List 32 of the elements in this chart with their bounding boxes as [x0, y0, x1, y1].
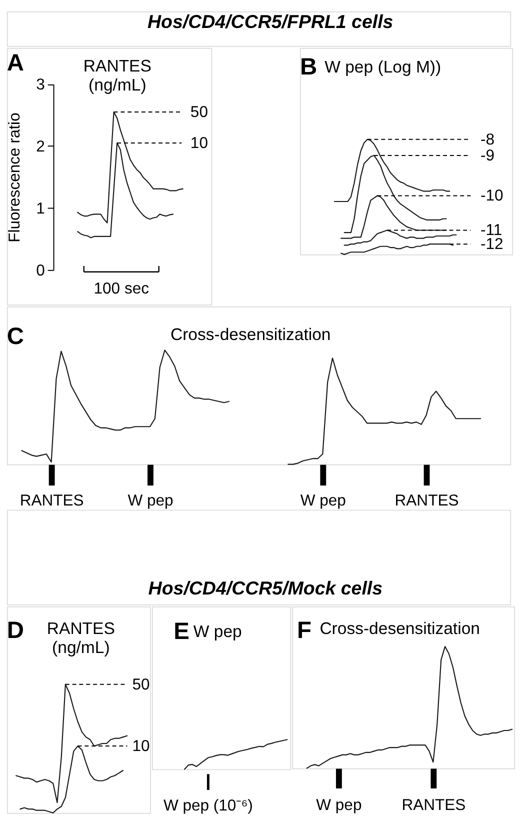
y-tick-label: 3 — [36, 76, 46, 94]
text: -10 — [480, 188, 504, 205]
chart-title: C — [6, 324, 24, 350]
text: 100 sec — [94, 280, 150, 298]
series-label: 10 — [132, 738, 150, 755]
line-series — [77, 111, 184, 224]
text: Hos/CD4/CCR5/Mock cells — [148, 578, 383, 599]
text: 50 — [132, 676, 150, 694]
chart-subtitle: Cross-desensitization — [320, 619, 480, 638]
text: -9 — [480, 147, 495, 164]
chart-title: F — [297, 618, 312, 644]
y-axis-title: Fluorescence ratio — [6, 112, 24, 242]
x-tick-label: RANTES — [402, 797, 466, 814]
x-tick-label: RANTES — [20, 492, 84, 510]
chart-subtitle: Cross-desensitization — [170, 324, 331, 344]
legend-title: RANTES (ng/mL) — [83, 56, 152, 94]
legend-title: W pep (Log M)) — [324, 58, 442, 77]
y-tick-label: 2 — [36, 138, 45, 156]
x-tick-label: RANTES — [394, 492, 459, 510]
y-tick-label: 1 — [36, 200, 45, 218]
text: 50 — [190, 104, 208, 121]
text: Hos/CD4/CCR5/FPRL1 cells — [148, 11, 394, 32]
text: 10 — [190, 134, 208, 152]
y-tick-label: 0 — [36, 262, 46, 280]
text: -8 — [480, 131, 495, 148]
x-tick-label: W pep — [128, 492, 174, 510]
chart-title: B — [300, 54, 318, 81]
chart-title: D — [6, 618, 24, 644]
line-series — [77, 142, 174, 238]
chart-title: A — [6, 50, 24, 77]
x-tick-label: W pep — [300, 492, 346, 510]
legend-title: RANTES (ng/mL) — [46, 619, 115, 657]
